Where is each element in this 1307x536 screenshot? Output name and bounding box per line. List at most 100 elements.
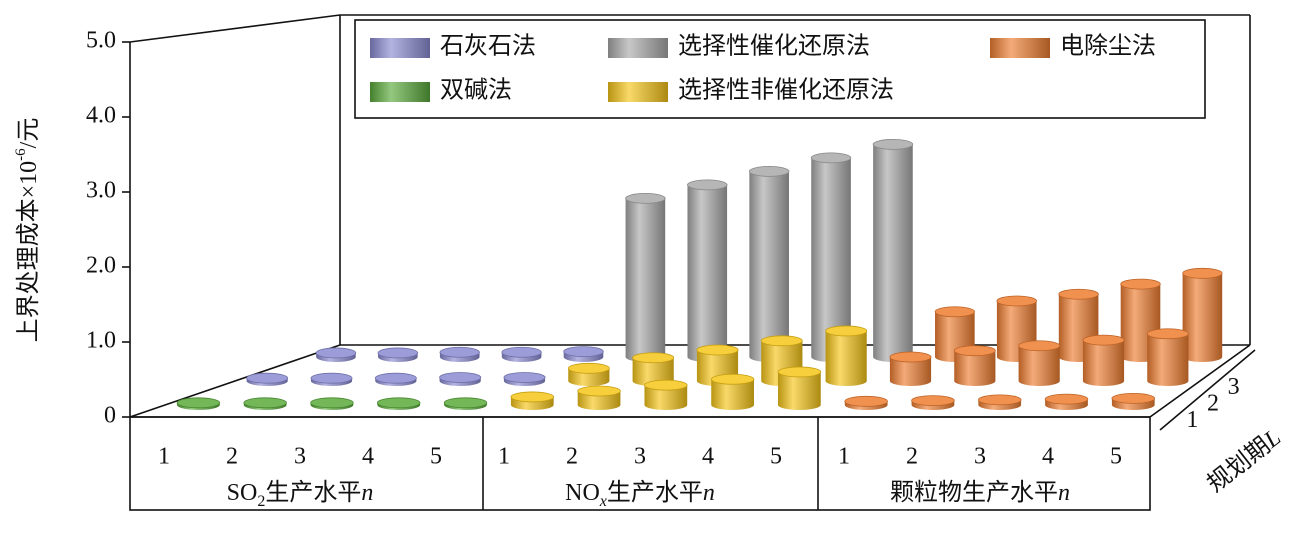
cylinder-top [996, 295, 1037, 307]
legend-label: 选择性非催化还原法 [678, 77, 894, 104]
y-axis-label: 上界处理成本×10-6/元 [13, 118, 41, 343]
cylinder-top [310, 397, 354, 409]
group-label: 颗粒物生产水平n [890, 479, 1070, 506]
depth-tick-label: 1 [1186, 407, 1198, 433]
cylinder-top [760, 335, 803, 347]
cylinder-top [1146, 328, 1189, 340]
cylinder-top [439, 346, 480, 358]
cylinder-top [1111, 392, 1156, 404]
legend-swatch [370, 38, 430, 58]
x-tick-label: 4 [702, 444, 714, 470]
cylinder-top [567, 362, 610, 374]
cylinder-top [644, 379, 688, 391]
group-label-part: SO [227, 480, 258, 506]
cylinder [632, 357, 674, 387]
cylinder-top [632, 352, 675, 364]
cylinder [749, 171, 789, 362]
x-tick-label: 3 [294, 444, 306, 470]
cylinder [811, 157, 851, 362]
cylinder-top [443, 397, 488, 409]
x-tick-label: 1 [838, 444, 850, 470]
group-label-part: 颗粒物生产水平 [890, 479, 1058, 506]
bars [176, 138, 1223, 410]
cylinder-top [577, 385, 621, 397]
cylinder-top [625, 192, 666, 204]
cylinder-top [374, 372, 417, 384]
y-axis-label-part: -6 [13, 148, 29, 161]
legend-swatch [608, 82, 668, 102]
legend-label: 选择性催化还原法 [678, 33, 870, 60]
group-label-part: n [361, 480, 373, 506]
cylinder [889, 357, 932, 387]
cylinder-top [501, 346, 542, 358]
cylinder-top [687, 179, 728, 191]
floor-edge [1149, 344, 1251, 418]
cylinder-top [844, 395, 888, 407]
cylinder-top [246, 372, 289, 384]
legend-swatch [370, 82, 430, 102]
group-label: NOx生产水平n [565, 479, 715, 511]
group-label: SO2生产水平n [227, 479, 374, 511]
cylinder [954, 350, 996, 387]
x-tick-label: 4 [1042, 444, 1054, 470]
cylinder-top [510, 391, 555, 403]
cylinder-top [377, 347, 419, 359]
group-label-part: n [1058, 480, 1070, 506]
y-tick-label: 3.0 [86, 178, 116, 204]
depth-axis-label-part: 规划期 [1202, 432, 1275, 498]
y-tick-label: 5.0 [86, 28, 116, 54]
x-tick-label: 1 [498, 444, 510, 470]
x-tick-label: 2 [566, 444, 578, 470]
legend-label: 石灰石法 [440, 33, 536, 60]
depth-axis [1159, 349, 1256, 431]
x-tick-label: 2 [226, 444, 238, 470]
legend-swatch [990, 38, 1050, 58]
cylinder [778, 371, 821, 410]
cylinder [1082, 340, 1125, 387]
cylinder [873, 144, 913, 362]
y-axis-label-part: /元 [16, 118, 42, 149]
cylinder-top [376, 397, 421, 409]
category-box [129, 416, 1151, 511]
cylinder-top [310, 372, 353, 384]
group-label-part: x [599, 493, 607, 510]
cylinder-top [1182, 267, 1223, 279]
cylinder-top [1018, 340, 1061, 352]
cylinder [687, 184, 728, 362]
y-tick-label: 1.0 [86, 328, 116, 354]
x-tick-label: 3 [974, 444, 986, 470]
wall-edge [129, 14, 341, 43]
cylinder [1147, 333, 1189, 387]
cylinder-top [243, 397, 287, 409]
cylinder [644, 385, 688, 410]
x-tick-label: 5 [1110, 444, 1122, 470]
group-label-part: 生产水平 [607, 479, 703, 506]
x-tick-label: 1 [158, 444, 170, 470]
floor-edge [129, 344, 341, 418]
group-label-part: 生产水平 [265, 479, 361, 506]
depth-tick-label: 3 [1228, 374, 1240, 400]
x-tick-label: 5 [770, 444, 782, 470]
cylinder-top [889, 351, 932, 363]
cylinder [1018, 345, 1060, 386]
cylinder-top [710, 373, 755, 385]
cylinder-top [934, 306, 976, 318]
depth-tick-label: 2 [1207, 391, 1219, 417]
y-tick-label: 2.0 [86, 253, 116, 279]
cylinder-top [872, 138, 914, 150]
cylinder-top [439, 372, 482, 383]
cylinder-top [1058, 288, 1099, 300]
group-label-part: n [703, 480, 715, 506]
cylinder-top [977, 394, 1022, 406]
cylinder-top [1120, 278, 1161, 290]
legend-label: 电除尘法 [1060, 33, 1156, 60]
cylinder-top [503, 372, 546, 383]
cylinder [1182, 273, 1223, 362]
legend-label: 双碱法 [440, 77, 512, 104]
cylinder-top [911, 395, 955, 406]
x-tick-label: 5 [430, 444, 442, 470]
legend-box [354, 19, 1206, 119]
